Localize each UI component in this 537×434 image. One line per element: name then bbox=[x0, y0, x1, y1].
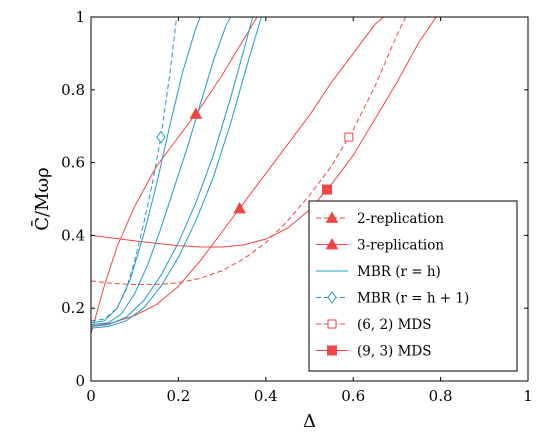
legend-entry-mbr-r-h: MBR (r = h) bbox=[316, 264, 441, 280]
series-line-6-2-mds-2 bbox=[91, 17, 407, 286]
y-axis-label: C̄/Mωρ bbox=[30, 167, 53, 231]
legend-marker bbox=[325, 237, 339, 250]
series-line-mbr-r-h-1-8 bbox=[91, 17, 178, 322]
series-line-2-replication-0 bbox=[91, 17, 258, 334]
series-line-mbr-r-h-4 bbox=[91, 17, 201, 324]
x-tick-label: 1 bbox=[523, 387, 533, 405]
legend-label: (9, 3) MDS bbox=[357, 344, 431, 360]
legend-entry-6-2-mds: (6, 2) MDS bbox=[316, 317, 431, 333]
legend-label: MBR (r = h + 1) bbox=[357, 291, 469, 307]
y-tick-label: 0 bbox=[75, 372, 85, 390]
series-layer bbox=[91, 17, 437, 334]
data-marker-mbr-r-h-1 bbox=[156, 130, 166, 144]
x-axis-label: Δ bbox=[303, 411, 316, 432]
legend-entry-2-replication: 2-replication bbox=[316, 211, 444, 227]
y-tick-label: 0.2 bbox=[61, 299, 85, 317]
plot-frame bbox=[90, 16, 529, 382]
legend-marker bbox=[325, 211, 339, 223]
legend-marker bbox=[327, 319, 337, 329]
legend-box bbox=[308, 200, 518, 372]
x-tick-label: 0 bbox=[86, 387, 96, 405]
legend-label: MBR (r = h) bbox=[357, 264, 441, 280]
tick-layer: 0 0.2 0.4 0.6 0.8 1 0 0.2 0.4 0.6 0.8 1 bbox=[61, 8, 533, 405]
x-tick-label: 0.4 bbox=[254, 387, 278, 405]
y-tick-label: 0.4 bbox=[61, 226, 85, 244]
y-tick-label: 0.8 bbox=[61, 81, 85, 99]
legend-marker bbox=[327, 345, 337, 356]
marker-layer bbox=[156, 107, 354, 214]
x-tick-label: 0.6 bbox=[341, 387, 365, 405]
data-marker-6-2-mds bbox=[344, 132, 354, 142]
x-tick-label: 0.2 bbox=[166, 387, 190, 405]
series-line-mbr-r-h-5 bbox=[91, 17, 232, 326]
series-line-9-3-mds-3 bbox=[91, 17, 437, 248]
series-line-mbr-r-h-6 bbox=[91, 17, 254, 327]
series-line-mbr-r-h-7 bbox=[91, 17, 262, 329]
legend: 2-replication 3-replication MBR (r = h) MBR… bbox=[308, 200, 518, 372]
data-marker-3-replication bbox=[233, 201, 246, 214]
y-tick-label: 1 bbox=[75, 8, 85, 26]
legend-entry-3-replication: 3-replication bbox=[316, 238, 444, 254]
legend-entry-9-3-mds: (9, 3) MDS bbox=[316, 344, 431, 360]
data-marker-9-3-mds bbox=[321, 184, 332, 195]
legend-label: 3-replication bbox=[357, 238, 444, 254]
legend-label: (6, 2) MDS bbox=[357, 317, 431, 333]
legend-marker bbox=[327, 291, 337, 304]
legend-entry-mbr-r-h-1: MBR (r = h + 1) bbox=[316, 291, 469, 307]
legend-label: 2-replication bbox=[357, 211, 444, 227]
data-marker-2-replication bbox=[189, 107, 203, 119]
y-tick-label: 0.6 bbox=[61, 154, 85, 172]
x-tick-label: 0.8 bbox=[429, 387, 453, 405]
series-line-3-replication-1 bbox=[91, 17, 385, 327]
